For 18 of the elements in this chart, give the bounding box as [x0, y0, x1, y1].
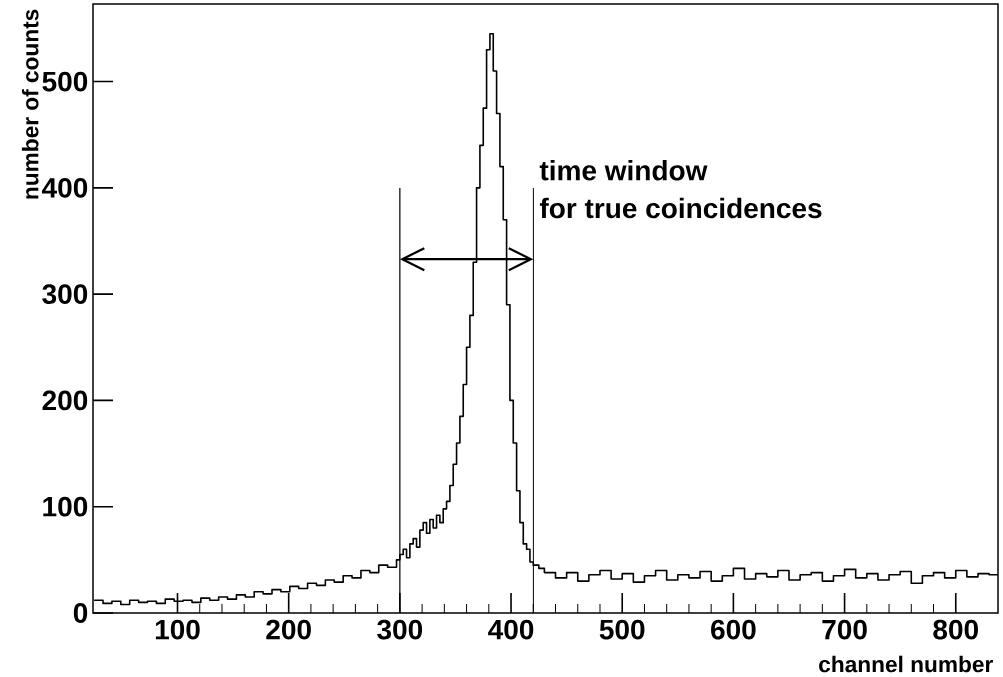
y-tick-label: 0 [73, 603, 88, 623]
x-tick-label: 400 [488, 619, 534, 640]
y-tick-label: 500 [42, 71, 88, 92]
x-tick-label: 700 [822, 619, 867, 640]
x-tick-label: 300 [377, 619, 423, 640]
x-tick-label: 200 [266, 619, 311, 640]
y-tick-label: 100 [43, 496, 88, 517]
y-axis-title: number of counts [21, 9, 39, 199]
x-tick-label: 100 [155, 619, 200, 640]
x-tick-label: 800 [933, 619, 978, 640]
x-tick-label: 600 [711, 619, 756, 640]
y-tick-label: 200 [42, 390, 88, 411]
annotation: time window [539, 159, 708, 181]
x-tick-label: 500 [599, 619, 645, 640]
annotation: for true coincidences [539, 197, 822, 219]
y-tick-label: 300 [42, 284, 88, 305]
x-axis-title: channel number [819, 655, 993, 673]
y-tick-label: 400 [42, 177, 88, 198]
